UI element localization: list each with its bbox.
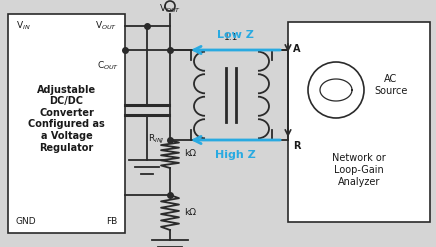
Text: kΩ: kΩ — [184, 208, 196, 217]
Text: Adjustable
DC/DC
Converter
Configured as
a Voltage
Regulator: Adjustable DC/DC Converter Configured as… — [28, 84, 105, 152]
Text: High Z: High Z — [215, 150, 256, 160]
Text: Low Z: Low Z — [217, 30, 254, 40]
Bar — [8, 14, 125, 233]
Text: R$_{INJ}$: R$_{INJ}$ — [148, 132, 165, 145]
Text: AC
Source: AC Source — [374, 74, 407, 96]
Text: FB: FB — [106, 217, 117, 226]
Text: V$_{OUT}$: V$_{OUT}$ — [95, 20, 117, 32]
Text: R: R — [293, 141, 300, 151]
Text: GND: GND — [16, 217, 37, 226]
Text: kΩ: kΩ — [184, 149, 196, 159]
Text: A: A — [293, 44, 300, 54]
Text: 1:1: 1:1 — [224, 33, 238, 42]
Text: V$_{IN}$: V$_{IN}$ — [16, 20, 31, 32]
Text: V$_{OUT}$: V$_{OUT}$ — [159, 2, 181, 15]
Bar — [288, 22, 430, 222]
Text: Network or
Loop-Gain
Analyzer: Network or Loop-Gain Analyzer — [332, 153, 386, 186]
Text: C$_{OUT}$: C$_{OUT}$ — [97, 59, 119, 72]
